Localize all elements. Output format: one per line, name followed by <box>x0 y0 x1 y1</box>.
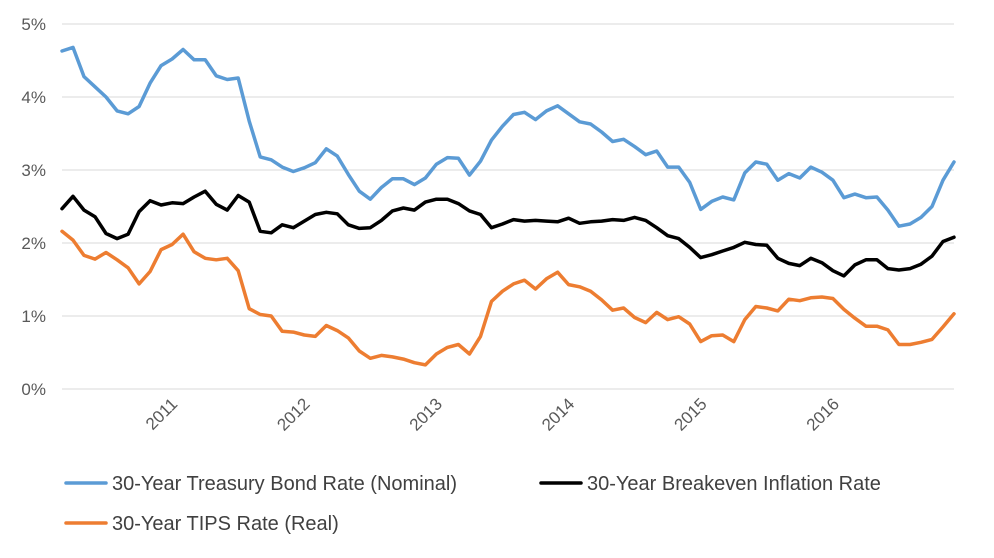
y-tick-label: 0% <box>21 380 46 399</box>
legend-label: 30-Year Treasury Bond Rate (Nominal) <box>112 473 457 495</box>
y-tick-label: 3% <box>21 161 46 180</box>
x-tick-label: 2011 <box>142 394 181 433</box>
y-tick-label: 2% <box>21 234 46 253</box>
legend: 30-Year Treasury Bond Rate (Nominal) 30-Y… <box>64 473 881 535</box>
x-tick-label: 2015 <box>670 394 710 434</box>
y-tick-label: 5% <box>21 15 46 34</box>
y-axis-tick-labels: 0% 1% 2% 3% 4% 5% <box>21 15 46 399</box>
x-tick-label: 2012 <box>273 394 313 434</box>
legend-label: 30-Year TIPS Rate (Real) <box>112 513 339 535</box>
x-tick-label: 2016 <box>803 394 843 434</box>
x-tick-label: 2013 <box>406 394 446 434</box>
gridlines <box>62 23 954 390</box>
x-tick-label: 2014 <box>538 394 578 434</box>
legend-label: 30-Year Breakeven Inflation Rate <box>587 473 881 495</box>
series-line-30-year-treasury-bond-rate-nominal <box>60 45 956 228</box>
series-line-30-year-tips-rate-real <box>60 229 956 367</box>
y-tick-label: 1% <box>21 307 46 326</box>
series-lines <box>60 45 956 367</box>
y-tick-label: 4% <box>21 88 46 107</box>
x-axis-tick-labels: 2011 2012 2013 2014 2015 2016 <box>142 394 843 434</box>
series-line-30-year-breakeven-inflation-rate <box>60 189 956 278</box>
